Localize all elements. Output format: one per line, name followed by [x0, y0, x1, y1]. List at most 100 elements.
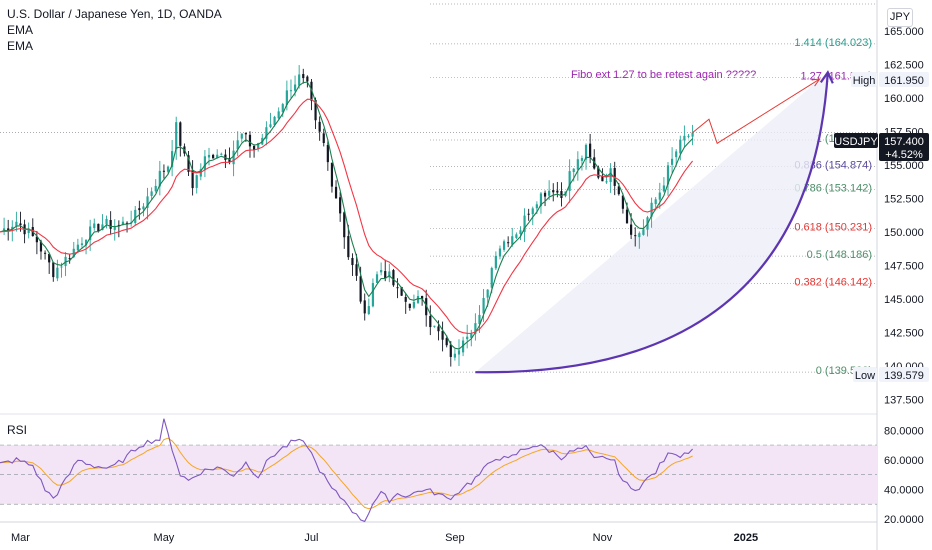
time-tick-label: 2025	[734, 532, 758, 544]
candle-body	[265, 127, 268, 139]
high-tag-value-bg	[879, 72, 929, 87]
candle	[634, 227, 637, 247]
candle	[27, 222, 30, 239]
candle	[388, 263, 391, 283]
candle	[650, 197, 653, 228]
candle	[179, 121, 182, 157]
candle	[396, 278, 399, 299]
candle-body	[216, 154, 219, 159]
candle-body	[449, 344, 452, 357]
symbol-title: U.S. Dollar / Japanese Yen, 1D, OANDA	[7, 7, 222, 21]
candle	[494, 251, 497, 271]
candle-body	[285, 90, 288, 105]
candle	[248, 131, 252, 158]
candle	[240, 133, 243, 143]
candle-body	[429, 316, 432, 328]
retest-annotation: Fibo ext 1.27 to be retest again ?????	[571, 69, 756, 81]
candle-body	[269, 124, 272, 128]
candle	[39, 239, 43, 260]
rsi-tick-label: 60.0000	[884, 455, 924, 467]
candle	[609, 163, 612, 193]
candle-body	[683, 135, 686, 141]
rsi-indicator-label[interactable]: RSI	[7, 423, 28, 437]
candle	[236, 131, 239, 157]
candle-body	[93, 223, 96, 229]
candle-body	[97, 223, 100, 232]
candle-body	[162, 170, 166, 172]
last-price-text: 157.400	[884, 136, 924, 148]
candle-body	[220, 153, 223, 155]
ema-indicator-2[interactable]: EMA	[7, 39, 34, 53]
candle	[589, 133, 592, 164]
candle-body	[466, 336, 469, 340]
symbol-tag-text: USDJPY	[834, 136, 878, 148]
candle-body	[191, 169, 194, 189]
candle	[416, 290, 420, 305]
price-tick-label: 155.000	[884, 160, 924, 172]
low-tag-value-bg	[879, 367, 929, 382]
candle-body	[630, 224, 633, 235]
candle	[466, 324, 469, 349]
candle-body	[281, 104, 284, 113]
candle	[298, 65, 301, 89]
candle	[166, 165, 170, 174]
candle-body	[515, 234, 518, 238]
candle-body	[240, 133, 243, 139]
candle	[339, 192, 342, 222]
candle-body	[470, 334, 473, 338]
price-tick-label: 162.500	[884, 59, 924, 71]
candle-body	[580, 158, 584, 161]
arc-arrowhead	[819, 70, 834, 84]
price-tick-label: 145.000	[884, 294, 924, 306]
candle	[84, 239, 88, 255]
candle-body	[212, 154, 215, 159]
fibo-label-0.382: 0.382 (146.142)	[794, 276, 872, 288]
time-tick-label: Jul	[304, 532, 318, 544]
candle-body	[404, 296, 407, 302]
candle	[277, 107, 280, 120]
candle-body	[322, 133, 325, 144]
candle-body	[105, 218, 108, 225]
candle-body	[371, 283, 375, 307]
candle-body	[634, 235, 637, 237]
ema-indicator-1[interactable]: EMA	[7, 23, 34, 37]
candle-body	[396, 287, 399, 289]
candle-body	[601, 176, 604, 182]
symbol-tag-bg	[834, 133, 878, 148]
change-text: +4.52%	[885, 149, 923, 161]
candle-body	[60, 266, 63, 268]
candle	[461, 336, 465, 357]
candle	[380, 262, 383, 276]
fibo-label-0.5: 0.5 (148.186)	[807, 249, 872, 261]
candle	[384, 259, 387, 282]
candle	[527, 208, 530, 221]
candle-body	[248, 134, 252, 147]
candle	[281, 102, 284, 118]
candle-body	[416, 296, 420, 303]
candle-body	[236, 140, 239, 150]
candle	[515, 232, 518, 240]
candle-body	[150, 191, 153, 196]
candle-body	[494, 255, 497, 269]
candle	[93, 218, 96, 231]
candle	[523, 208, 526, 243]
candle-body	[203, 156, 207, 171]
fibo-label-1.414: 1.414 (164.023)	[794, 37, 872, 49]
candle-body	[339, 197, 342, 214]
candle	[363, 293, 366, 321]
candle	[580, 155, 584, 171]
candle-body	[523, 215, 526, 232]
candle-body	[507, 242, 510, 244]
candle	[158, 160, 161, 196]
currency-button[interactable]: JPY	[887, 8, 913, 27]
candle	[2, 217, 6, 236]
candle	[56, 259, 59, 282]
candle-body	[617, 186, 620, 195]
candle-body	[400, 286, 403, 296]
candle-body	[425, 298, 428, 316]
candle-body	[584, 144, 588, 160]
price-tick-label: 147.500	[884, 260, 924, 272]
candle	[150, 187, 153, 200]
time-tick-label: Nov	[593, 532, 613, 544]
candle-body	[68, 258, 71, 260]
